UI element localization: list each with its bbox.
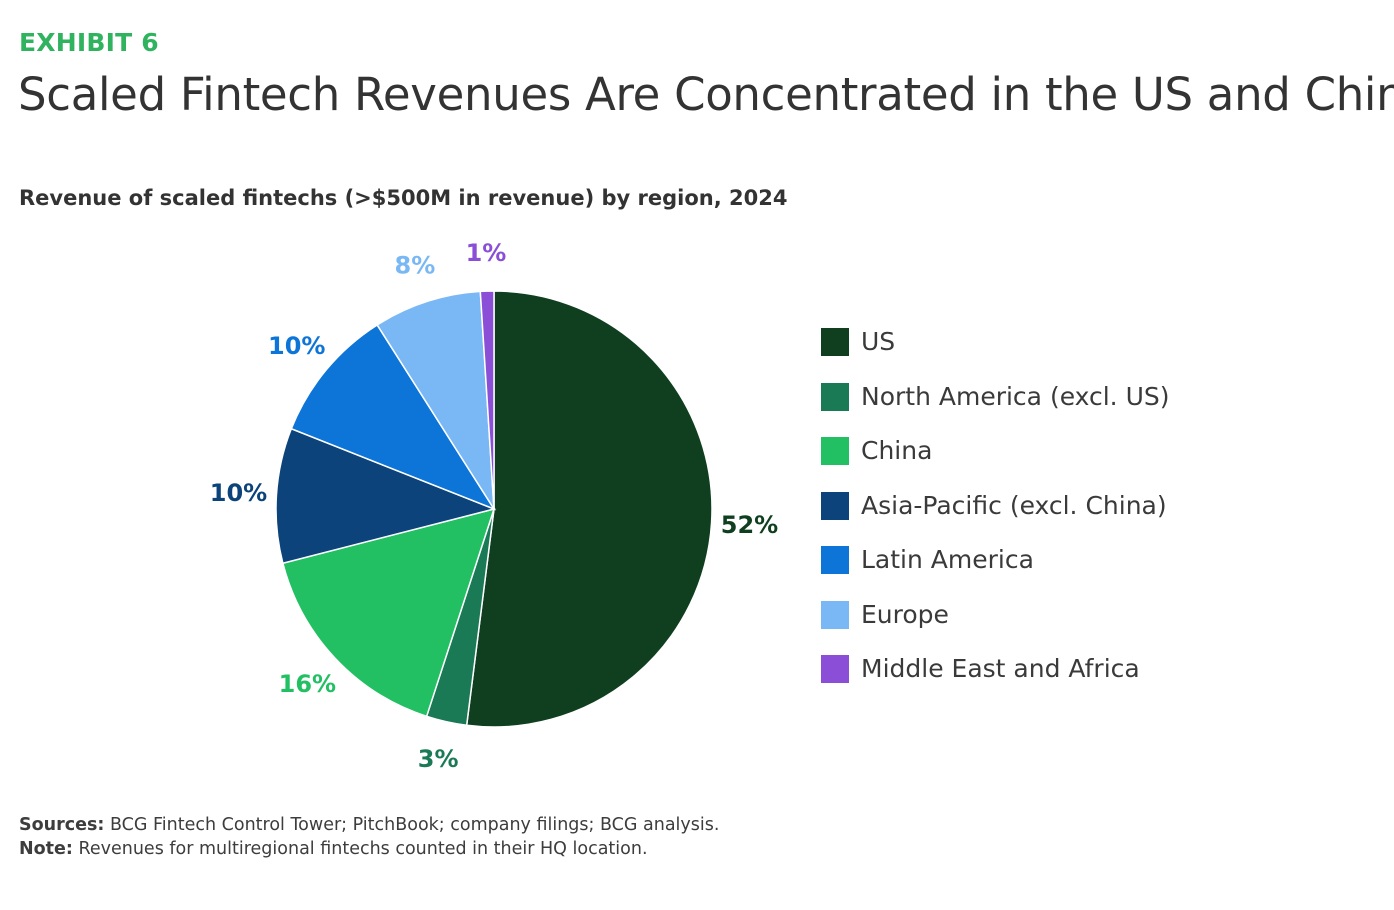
legend-label: China — [861, 436, 933, 465]
legend-swatch — [821, 491, 849, 520]
legend-swatch — [821, 600, 849, 629]
data-label-middle-east-and-africa: 1% — [466, 239, 507, 267]
note-line: Note: Revenues for multiregional fintech… — [19, 837, 719, 861]
legend-swatch — [821, 382, 849, 411]
legend-label: Europe — [861, 599, 949, 629]
legend-label: US — [861, 327, 896, 356]
data-label-us: 52% — [721, 511, 778, 539]
pie-slice-asia-pacific-excl-china — [275, 427, 497, 565]
pie-slice-china — [281, 507, 496, 718]
note-label: Note: — [19, 839, 73, 859]
pie-slice-middle-east-and-africa — [479, 290, 495, 510]
legend-label: Middle East and Africa — [861, 654, 1140, 683]
legend-swatch — [821, 437, 849, 465]
pie-slice-latin-america — [290, 323, 496, 511]
data-label-europe: 8% — [395, 252, 436, 280]
legend-label: North America (excl. US) — [861, 381, 1170, 411]
exhibit-label: EXHIBIT 6 — [19, 28, 159, 57]
data-label-asia-pacific-excl-china: 10% — [210, 479, 267, 507]
legend-swatch — [821, 546, 849, 574]
data-label-china: 16% — [279, 670, 336, 698]
sources-line: Sources: BCG Fintech Control Tower; Pitc… — [19, 813, 719, 837]
data-label-north-america-excl-us: 3% — [418, 745, 459, 773]
page-title: Scaled Fintech Revenues Are Concentrated… — [18, 68, 1394, 121]
data-label-latin-america: 10% — [268, 332, 325, 360]
legend-swatch — [821, 328, 849, 356]
sources-text: BCG Fintech Control Tower; PitchBook; co… — [109, 815, 720, 835]
legend-label: Asia-Pacific (excl. China) — [861, 490, 1167, 520]
legend-swatch — [821, 655, 849, 683]
pie-slice-us — [465, 290, 713, 728]
footer: Sources: BCG Fintech Control Tower; Pitc… — [19, 813, 719, 861]
sources-label: Sources: — [19, 815, 105, 835]
note-text: Revenues for multiregional fintechs coun… — [78, 839, 648, 859]
chart-title: Revenue of scaled fintechs (>$500M in re… — [19, 186, 788, 210]
legend-label: Latin America — [861, 545, 1034, 574]
pie-slice-europe — [376, 290, 495, 510]
